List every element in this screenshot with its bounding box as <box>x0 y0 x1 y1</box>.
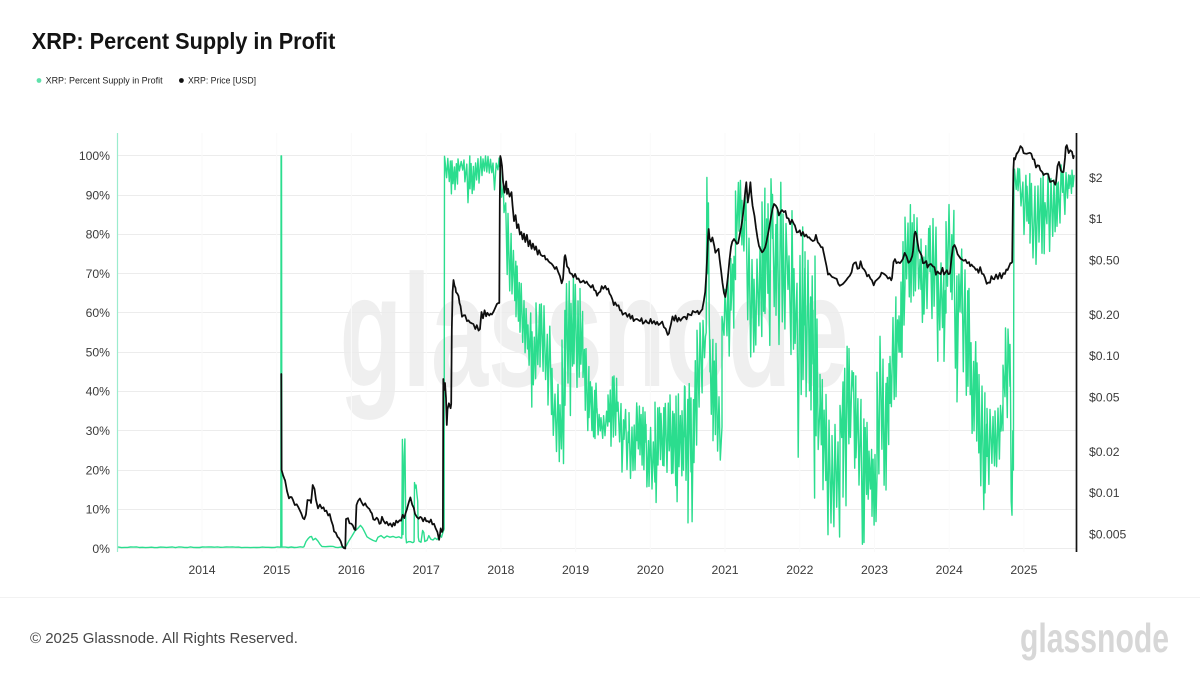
svg-text:XRP: Percent Supply in Profit: XRP: Percent Supply in Profit <box>46 76 163 87</box>
svg-text:2022: 2022 <box>786 563 813 577</box>
svg-text:XRP: Percent Supply in Profit: XRP: Percent Supply in Profit <box>32 28 336 54</box>
svg-text:20%: 20% <box>86 463 111 477</box>
svg-text:2021: 2021 <box>711 563 738 577</box>
svg-text:2019: 2019 <box>562 563 589 577</box>
svg-text:50%: 50% <box>86 345 111 359</box>
svg-text:2025: 2025 <box>1010 563 1037 577</box>
svg-text:$0.02: $0.02 <box>1089 445 1120 459</box>
svg-text:2020: 2020 <box>637 563 664 577</box>
svg-text:60%: 60% <box>86 306 111 320</box>
svg-text:$0.10: $0.10 <box>1089 349 1120 363</box>
svg-text:2023: 2023 <box>861 563 888 577</box>
svg-text:$0.20: $0.20 <box>1089 308 1120 322</box>
svg-text:glassnode: glassnode <box>1020 615 1169 661</box>
svg-text:$0.05: $0.05 <box>1089 390 1120 404</box>
svg-text:2017: 2017 <box>413 563 440 577</box>
svg-text:2016: 2016 <box>338 563 365 577</box>
svg-text:2018: 2018 <box>487 563 514 577</box>
svg-text:0%: 0% <box>92 542 110 556</box>
svg-text:90%: 90% <box>86 188 111 202</box>
svg-text:40%: 40% <box>86 385 111 399</box>
svg-text:30%: 30% <box>86 424 111 438</box>
svg-text:2015: 2015 <box>263 563 290 577</box>
svg-text:XRP: Price [USD]: XRP: Price [USD] <box>188 76 256 87</box>
svg-text:2014: 2014 <box>188 563 215 577</box>
svg-text:© 2025 Glassnode. All Rights R: © 2025 Glassnode. All Rights Reserved. <box>30 630 298 647</box>
svg-text:$0.50: $0.50 <box>1089 253 1120 267</box>
svg-text:2024: 2024 <box>936 563 963 577</box>
svg-text:$0.01: $0.01 <box>1089 486 1120 500</box>
svg-text:$2: $2 <box>1089 171 1103 185</box>
svg-text:70%: 70% <box>86 267 111 281</box>
svg-text:$1: $1 <box>1089 212 1103 226</box>
svg-text:10%: 10% <box>86 503 111 517</box>
svg-text:100%: 100% <box>79 149 110 163</box>
svg-text:80%: 80% <box>86 228 111 242</box>
svg-text:$0.005: $0.005 <box>1089 527 1126 541</box>
